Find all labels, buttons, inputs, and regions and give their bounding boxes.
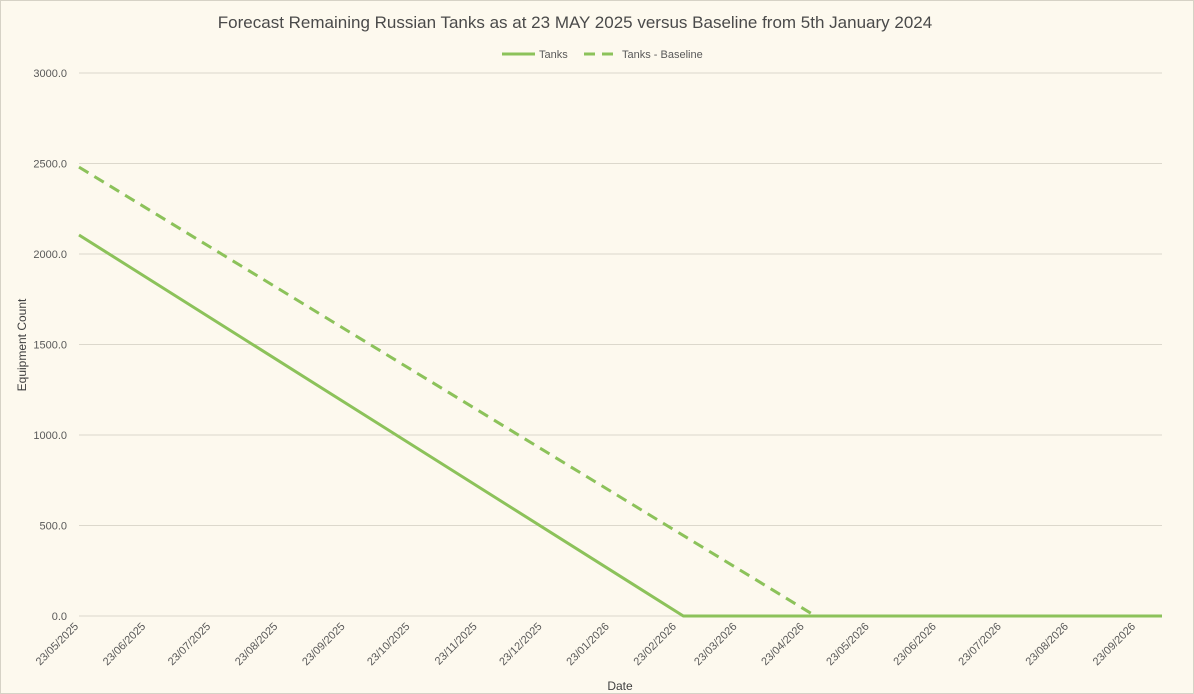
series-line-tanks-baseline xyxy=(78,165,1162,618)
series-layer xyxy=(78,165,1162,618)
legend-label: Tanks xyxy=(539,49,568,61)
x-tick-label: 23/03/2026 xyxy=(692,621,739,668)
x-tick-label: 23/11/2025 xyxy=(433,621,480,668)
x-tick-label: 23/12/2025 xyxy=(497,621,544,668)
x-tick-label: 23/02/2026 xyxy=(632,621,679,668)
x-axis-ticks: 23/05/2025 23/06/2025 23/07/2025 23/08/2025… xyxy=(34,621,1138,668)
x-tick-label: 23/08/2025 xyxy=(233,621,280,668)
y-tick-label: 2000.0 xyxy=(33,249,67,261)
x-tick-label: 23/09/2026 xyxy=(1091,621,1138,668)
x-tick-label: 23/05/2026 xyxy=(824,621,871,668)
x-axis-title: Date xyxy=(607,679,633,693)
y-tick-label: 2500.0 xyxy=(33,159,67,171)
x-tick-label: 23/07/2026 xyxy=(956,621,1003,668)
x-tick-label: 23/06/2026 xyxy=(891,621,938,668)
x-tick-label: 23/05/2025 xyxy=(34,621,81,668)
y-axis-title: Equipment Count xyxy=(15,298,29,391)
series-line-tanks xyxy=(78,233,1162,618)
gridlines xyxy=(79,72,1162,617)
y-tick-label: 1500.0 xyxy=(33,340,67,352)
legend-label: Tanks - Baseline xyxy=(622,49,703,61)
y-tick-label: 3000.0 xyxy=(33,68,67,80)
legend: Tanks Tanks - Baseline xyxy=(502,49,703,61)
y-tick-label: 0.0 xyxy=(52,611,67,623)
x-tick-label: 23/07/2025 xyxy=(166,621,213,668)
x-tick-label: 23/06/2025 xyxy=(101,621,148,668)
y-tick-label: 500.0 xyxy=(39,521,67,533)
y-axis-ticks: 0.0 500.0 1000.0 1500.0 2000.0 2500.0 3000.0 xyxy=(33,68,67,623)
x-tick-label: 23/08/2026 xyxy=(1024,621,1071,668)
y-tick-label: 1000.0 xyxy=(33,430,67,442)
x-tick-label: 23/01/2026 xyxy=(564,621,611,668)
x-tick-label: 23/04/2026 xyxy=(759,621,806,668)
x-tick-label: 23/09/2025 xyxy=(300,621,347,668)
chart-title: Forecast Remaining Russian Tanks as at 2… xyxy=(218,13,932,32)
x-tick-label: 23/10/2025 xyxy=(365,621,412,668)
